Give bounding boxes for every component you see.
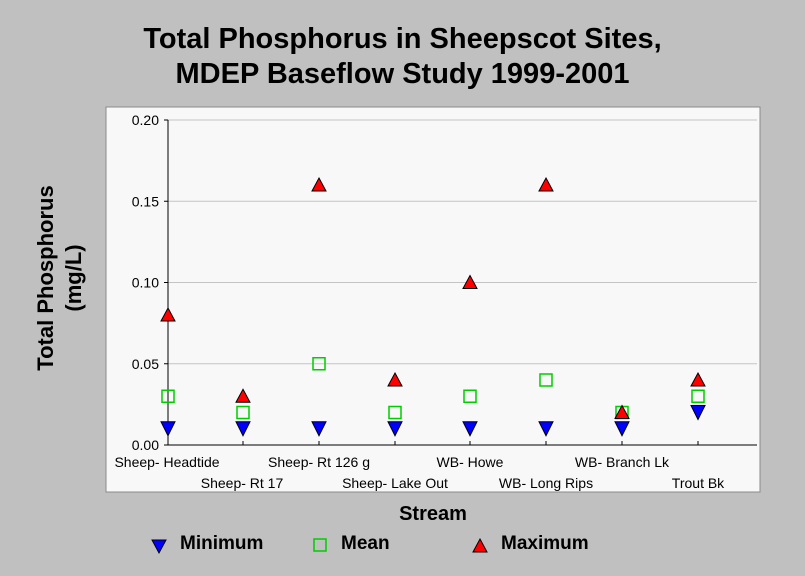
data-point-mean	[388, 405, 402, 420]
chart-title-line-2: MDEP Baseflow Study 1999-2001	[175, 58, 630, 90]
data-point-maximum	[462, 274, 478, 289]
legend-minimum-marker	[151, 539, 167, 555]
chart-title-line-1: Total Phosphorus in Sheepscot Sites,	[143, 23, 662, 55]
data-point-mean	[161, 389, 175, 403]
chart-title: Total Phosphorus in Sheepscot Sites, MDE…	[0, 22, 805, 92]
x-tick-label: WB- Long Rips	[499, 475, 593, 491]
data-point-maximum	[235, 388, 251, 403]
legend-maximum-marker	[472, 537, 488, 553]
data-point-mean	[312, 357, 326, 371]
data-point-minimum	[160, 421, 176, 437]
legend-mean-label: Mean	[341, 533, 390, 554]
data-point-mean	[691, 389, 705, 403]
data-point-minimum	[690, 405, 706, 421]
x-axis-label: Stream	[399, 503, 467, 525]
data-point-minimum	[311, 421, 327, 437]
data-point-mean	[236, 405, 250, 420]
data-point-maximum	[614, 404, 630, 419]
legend-minimum-label: Minimum	[180, 533, 264, 554]
data-point-maximum	[387, 371, 403, 387]
data-point-mean	[463, 389, 477, 403]
x-tick-label: Trout Bk	[672, 475, 725, 491]
data-point-minimum	[614, 421, 630, 437]
x-tick-label: Sheep- Rt 126 g	[268, 454, 370, 470]
x-tick-label: Sheep- Headtide	[114, 454, 219, 470]
y-tick-label: 0.15	[132, 193, 159, 209]
legend-maximum-label: Maximum	[501, 533, 589, 554]
x-tick-label: WB- Howe	[437, 454, 504, 470]
y-tick-label: 0.20	[132, 112, 159, 128]
data-point-maximum	[311, 176, 327, 192]
plot-background	[105, 106, 761, 493]
y-tick-label: 0.05	[132, 356, 159, 372]
data-point-minimum	[387, 421, 403, 437]
data-point-minimum	[462, 421, 478, 437]
y-tick-label: 0.10	[132, 275, 159, 291]
x-tick-label: Sheep- Lake Out	[342, 475, 448, 491]
data-point-minimum	[538, 421, 554, 437]
y-tick-label: 0.00	[132, 437, 159, 453]
data-point-minimum	[235, 421, 251, 437]
x-tick-label: WB- Branch Lk	[575, 454, 670, 470]
data-point-maximum	[690, 371, 706, 387]
x-tick-label: Sheep- Rt 17	[201, 475, 284, 491]
data-point-maximum	[538, 176, 554, 192]
data-point-mean	[539, 373, 553, 387]
data-point-maximum	[160, 306, 176, 322]
legend-mean-marker	[313, 538, 327, 552]
